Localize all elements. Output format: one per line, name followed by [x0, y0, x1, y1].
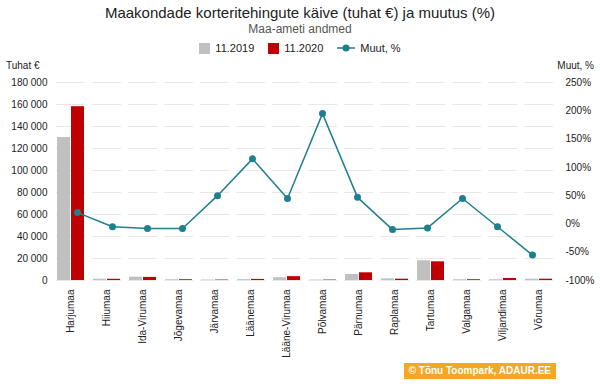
svg-text:100%: 100%	[566, 162, 592, 173]
svg-text:Viljandimaa: Viljandimaa	[497, 289, 508, 341]
html-text:Tuhat €: Tuhat €	[6, 60, 40, 71]
svg-text:Valgamaa: Valgamaa	[461, 289, 472, 334]
svg-text:20 000: 20 000	[17, 253, 48, 264]
svg-text:100 000: 100 000	[11, 165, 48, 176]
html-text:© Tõnu Toompark, ADAUR.EE: © Tõnu Toompark, ADAUR.EE	[408, 365, 551, 376]
svg-text:120 000: 120 000	[11, 143, 48, 154]
svg-text:Hiiumaa: Hiiumaa	[101, 289, 112, 326]
svg-text:Ida-Virumaa: Ida-Virumaa	[137, 289, 148, 344]
svg-text:140 000: 140 000	[11, 121, 48, 132]
svg-text:150%: 150%	[566, 133, 592, 144]
html-text:Maakondade korteritehingute kä: Maakondade korteritehingute käive (tuhat…	[104, 4, 496, 21]
svg-text:Järvamaa: Järvamaa	[209, 289, 220, 333]
svg-text:Tartumaa: Tartumaa	[425, 289, 436, 331]
svg-text:-100%: -100%	[566, 275, 595, 286]
svg-text:40 000: 40 000	[17, 231, 48, 242]
svg-text:Raplamaa: Raplamaa	[389, 289, 400, 335]
html-text:Muut, %: Muut, %	[557, 60, 594, 71]
svg-text:0%: 0%	[566, 218, 581, 229]
html-text:11.2019: 11.2019	[215, 42, 255, 54]
svg-text:Jõgevamaa: Jõgevamaa	[173, 289, 184, 341]
html-text:11.2020: 11.2020	[284, 42, 324, 54]
svg-text:50%: 50%	[566, 190, 586, 201]
svg-text:80 000: 80 000	[17, 187, 48, 198]
svg-text:160 000: 160 000	[11, 99, 48, 110]
svg-text:60 000: 60 000	[17, 209, 48, 220]
svg-text:Pärnumaa: Pärnumaa	[353, 289, 364, 336]
svg-text:Läänemaa: Läänemaa	[245, 289, 256, 337]
svg-text:250%: 250%	[566, 77, 592, 88]
html-text:Maa-ameti andmed: Maa-ameti andmed	[248, 22, 352, 36]
svg-text:0: 0	[42, 275, 48, 286]
svg-text:Põlvamaa: Põlvamaa	[317, 289, 328, 334]
svg-text:200%: 200%	[566, 105, 592, 116]
svg-text:Harjumaa: Harjumaa	[65, 289, 76, 333]
svg-text:Võrumaa: Võrumaa	[533, 289, 544, 330]
svg-text:Lääne-Virumaa: Lääne-Virumaa	[281, 289, 292, 358]
html-text:Muut, %: Muut, %	[360, 42, 401, 54]
svg-text:180 000: 180 000	[11, 77, 48, 88]
svg-text:-50%: -50%	[566, 246, 589, 257]
